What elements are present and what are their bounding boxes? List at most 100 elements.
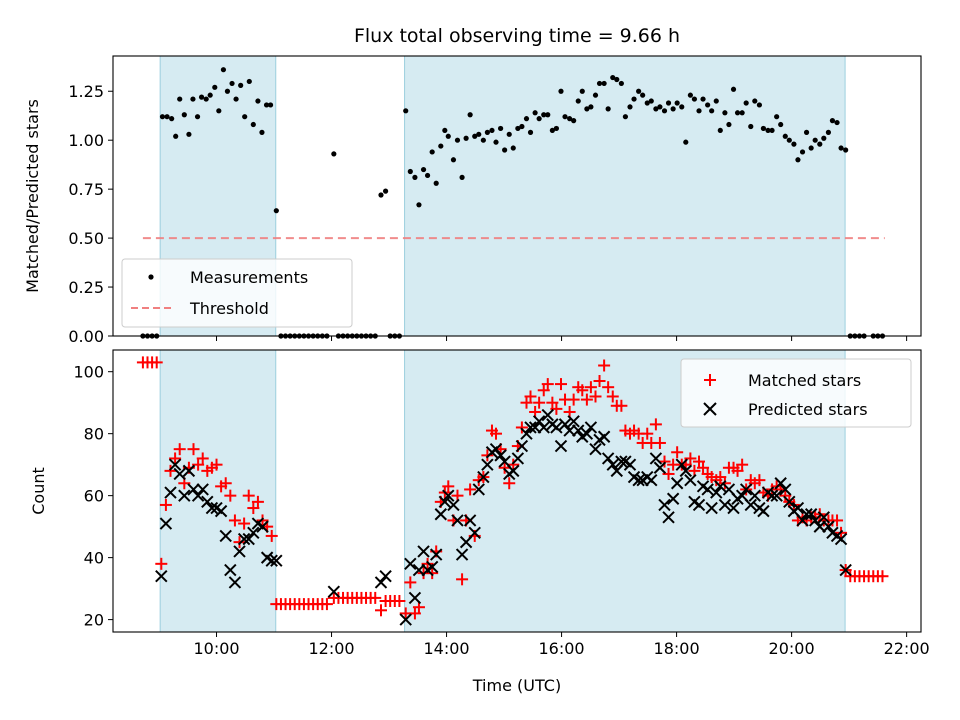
- predicted-stars-point: [520, 427, 533, 440]
- matched-stars-point: [408, 607, 421, 620]
- bottom-data-series: [136, 356, 889, 626]
- measurement-point: [730, 86, 737, 92]
- predicted-stars-point: [507, 464, 520, 478]
- matched-stars-point: [537, 384, 550, 397]
- predicted-stars-point: [748, 489, 762, 502]
- bottom-panel: 10:00 12:00 14:00 16:00 18:00 20:00 22:00 20 40 6…: [29, 349, 930, 695]
- legend-matched-marker: [704, 374, 716, 386]
- predicted-stars-point: [675, 458, 688, 471]
- matched-stars-point: [256, 514, 269, 527]
- measurement-point: [382, 188, 389, 194]
- predicted-stars-point: [214, 504, 228, 518]
- predicted-stars-point: [442, 489, 455, 502]
- measurement-point: [579, 88, 585, 94]
- measurement-point: [743, 100, 749, 106]
- predicted-stars-point: [791, 501, 805, 515]
- measurement-point: [198, 94, 205, 100]
- measurement-point: [558, 88, 564, 94]
- predicted-stars-point: [653, 461, 667, 474]
- predicted-stars-point: [783, 495, 796, 509]
- matched-stars-point: [238, 517, 251, 530]
- measurement-point: [250, 121, 256, 128]
- matched-stars-point: [464, 483, 477, 496]
- matched-stars-point: [550, 402, 563, 415]
- top-y-tick-label: 0.50: [68, 229, 104, 248]
- predicted-stars-point: [710, 486, 723, 499]
- measurement-point: [786, 137, 792, 143]
- predicted-stars-point: [558, 418, 572, 431]
- matched-stars-point: [533, 396, 546, 409]
- predicted-stars-point: [834, 532, 848, 546]
- matched-stars-point: [393, 595, 406, 608]
- measurement-point: [687, 92, 693, 98]
- predicted-stars-point: [494, 449, 507, 462]
- measurement-point: [808, 145, 814, 151]
- measurement-point: [683, 139, 689, 145]
- bottom-x-axis-label: Time (UTC): [472, 676, 561, 695]
- measurement-point: [194, 114, 201, 120]
- matched-stars-point: [421, 557, 434, 570]
- measurement-point: [424, 172, 431, 179]
- measurement-point: [233, 96, 239, 102]
- predicted-stars-point: [399, 613, 412, 626]
- measurement-point: [420, 166, 427, 173]
- measurement-point: [640, 92, 646, 98]
- predicted-stars-point: [770, 489, 783, 502]
- predicted-stars-point: [572, 424, 585, 437]
- top-y-tick-label: 1.25: [68, 82, 104, 101]
- measurement-point: [713, 98, 719, 104]
- predicted-stars-point: [623, 458, 637, 471]
- measurement-point: [601, 80, 607, 87]
- measurement-point: [224, 88, 231, 94]
- predicted-stars-point: [237, 532, 251, 546]
- predicted-stars-point: [705, 501, 718, 515]
- x-tick-label: 20:00: [769, 639, 815, 658]
- matched-stars-point: [524, 390, 537, 403]
- measurement-point: [480, 137, 486, 143]
- measurement-point: [463, 135, 469, 141]
- measurement-point: [829, 118, 836, 124]
- predicted-stars-point: [839, 563, 852, 577]
- measurement-point: [709, 108, 715, 114]
- predicted-stars-point: [649, 452, 663, 465]
- x-tick-label: 16:00: [539, 639, 585, 658]
- predicted-stars-point: [256, 520, 269, 533]
- top-axis-ticks: 0.00 0.25 0.50 0.75 1.00 1.25: [68, 82, 908, 346]
- matched-stars-point: [155, 557, 168, 570]
- predicted-stars-point: [744, 498, 757, 512]
- measurement-point: [238, 82, 244, 88]
- matched-stars-point: [150, 356, 163, 369]
- measurement-point: [181, 112, 187, 118]
- predicted-stars-point: [327, 585, 341, 598]
- measurement-point: [834, 119, 840, 126]
- predicted-stars-point: [159, 517, 173, 530]
- measurement-point: [627, 104, 633, 110]
- measurement-point: [588, 104, 594, 110]
- predicted-stars-point: [447, 498, 460, 512]
- predicted-stars-point: [187, 483, 200, 496]
- measurement-point: [246, 78, 252, 85]
- x-tick-label: 18:00: [654, 639, 700, 658]
- matched-stars-point: [192, 458, 205, 471]
- predicted-stars-point: [701, 483, 714, 496]
- predicted-stars-point: [597, 430, 611, 443]
- top-panel: Flux total observing time = 9.66 h 0.000…: [23, 25, 922, 346]
- measurement-point: [605, 106, 611, 112]
- matched-stars-point: [736, 458, 749, 471]
- measurement-point: [493, 139, 499, 145]
- measurement-point: [622, 114, 629, 120]
- matched-stars-point: [576, 384, 589, 397]
- measurement-point: [752, 98, 758, 104]
- measurement-point: [734, 110, 741, 116]
- bottom-y-tick-label: 60: [84, 487, 104, 506]
- measurement-point: [467, 112, 473, 118]
- measurement-point: [812, 137, 818, 143]
- predicted-stars-point: [511, 452, 525, 465]
- predicted-stars-point: [233, 545, 246, 558]
- predicted-stars-point: [404, 557, 417, 571]
- predicted-stars-point: [774, 477, 787, 490]
- matched-stars-point: [426, 567, 439, 580]
- predicted-stars-point: [379, 570, 392, 583]
- bottom-y-tick-label: 100: [73, 363, 104, 382]
- matched-stars-point: [598, 359, 611, 372]
